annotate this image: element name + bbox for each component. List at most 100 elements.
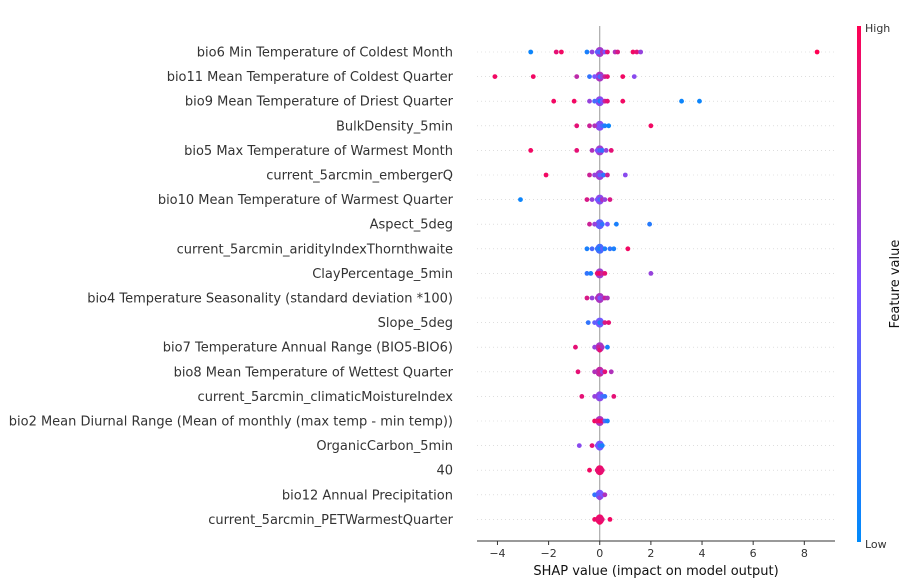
shap-point — [592, 172, 598, 178]
shap-point — [574, 74, 580, 79]
shap-point — [599, 344, 605, 350]
shap-point — [587, 123, 592, 129]
feature-labels: bio6 Min Temperature of Coldest Month bio… — [9, 46, 454, 528]
shap-point — [648, 271, 654, 276]
x-axis: −4 −2 0 2 4 6 8 — [477, 540, 835, 560]
shap-point — [648, 123, 654, 129]
shap-point — [638, 49, 644, 55]
shap-point — [697, 98, 702, 104]
shap-point — [601, 172, 606, 178]
shap-point — [589, 49, 595, 55]
shap-point — [814, 49, 820, 55]
shap-point — [589, 197, 595, 203]
shap-point — [576, 443, 582, 448]
shap-point — [528, 49, 534, 55]
shap-point — [599, 517, 605, 522]
shap-point — [608, 369, 614, 375]
shap-point — [607, 517, 613, 522]
shap-point — [518, 197, 523, 203]
feature-label: current_5arcmin_climaticMoistureIndex — [198, 390, 454, 405]
feature-label: bio6 Min Temperature of Coldest Month — [197, 46, 453, 61]
shap-point — [620, 98, 626, 104]
shap-point — [605, 98, 610, 104]
colorbar-low-label: Low — [865, 538, 887, 551]
shap-point — [630, 49, 636, 55]
shap-point — [602, 197, 608, 203]
shap-point — [587, 467, 592, 473]
colorbar-title: Feature value — [888, 240, 903, 329]
shap-point — [587, 98, 592, 104]
shap-point — [611, 394, 617, 399]
shap-point — [592, 221, 598, 227]
shap-point — [543, 172, 549, 178]
shap-point — [631, 74, 637, 79]
shap-point — [588, 271, 594, 276]
shap-point — [579, 394, 585, 399]
shap-point — [605, 74, 610, 79]
shap-point — [605, 49, 610, 55]
shap-point — [584, 246, 590, 252]
feature-label: BulkDensity_5min — [336, 119, 453, 134]
shap-point — [584, 49, 590, 55]
colorbar-gradient — [857, 26, 861, 542]
shap-point — [605, 172, 610, 178]
shap-point — [553, 49, 559, 55]
shap-point — [571, 98, 577, 104]
shap-point — [597, 172, 603, 178]
shap-point — [574, 148, 580, 153]
shap-point — [587, 74, 592, 79]
feature-label: bio5 Max Temperature of Warmest Month — [184, 144, 453, 159]
shap-point — [599, 221, 605, 227]
x-tick-label: 8 — [801, 547, 808, 560]
feature-label: bio7 Temperature Annual Range (BIO5-BIO6… — [163, 341, 453, 356]
shap-point — [622, 172, 628, 178]
shap-point — [584, 295, 590, 301]
shap-point — [575, 369, 581, 375]
shap-point — [634, 49, 640, 55]
row-gridlines — [477, 51, 835, 520]
shap-points — [492, 47, 820, 525]
x-tick-label: −2 — [540, 547, 556, 560]
shap-point — [605, 295, 610, 301]
feature-label: bio9 Mean Temperature of Driest Quarter — [185, 95, 454, 110]
shap-point — [587, 221, 592, 227]
shap-point — [605, 344, 610, 350]
shap-point — [647, 221, 653, 227]
shap-point — [589, 246, 595, 252]
shap-point — [592, 320, 598, 325]
shap-point — [679, 98, 684, 104]
shap-point — [608, 148, 614, 153]
feature-label: current_5arcmin_embergerQ — [266, 169, 453, 184]
shap-point — [602, 492, 608, 498]
shap-point — [611, 246, 617, 252]
feature-label: Aspect_5deg — [370, 218, 453, 233]
shap-point — [607, 246, 613, 252]
shap-point — [592, 517, 598, 522]
shap-point — [592, 98, 598, 104]
shap-point — [528, 148, 534, 153]
shap-point — [592, 344, 598, 350]
feature-label: bio12 Annual Precipitation — [282, 488, 453, 503]
shap-point — [574, 123, 580, 129]
shap-point — [599, 443, 605, 448]
x-tick-label: 2 — [647, 547, 654, 560]
shap-point — [625, 246, 631, 252]
feature-label: OrganicCarbon_5min — [316, 439, 453, 454]
feature-label: bio2 Mean Diurnal Range (Mean of monthly… — [9, 415, 453, 430]
feature-label: 40 — [436, 464, 453, 479]
shap-point — [587, 172, 592, 178]
shap-point — [530, 74, 536, 79]
shap-point — [607, 197, 613, 203]
shap-point — [605, 221, 610, 227]
shap-point — [602, 369, 608, 375]
shap-point — [589, 295, 595, 301]
shap-point — [573, 344, 578, 350]
shap-point — [602, 246, 608, 252]
x-tick-label: −4 — [489, 547, 505, 560]
feature-label: bio4 Temperature Seasonality (standard d… — [87, 292, 453, 307]
shap-point — [558, 49, 564, 55]
shap-point — [602, 394, 608, 399]
x-tick-label: 4 — [699, 547, 706, 560]
feature-label: current_5arcmin_aridityIndexThornthwaite — [177, 242, 453, 257]
shap-point — [592, 492, 598, 498]
